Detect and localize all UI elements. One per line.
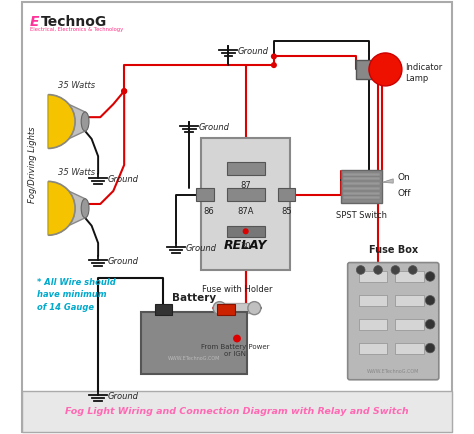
Text: TechnoG: TechnoG [41,15,107,29]
Bar [395,271,424,282]
Bar [218,304,235,315]
Text: On: On [398,173,410,181]
Circle shape [425,343,435,353]
Bar [227,162,265,175]
Text: Battery: Battery [172,293,216,303]
Bar [343,182,380,185]
Wedge shape [48,181,75,235]
Bar [278,188,295,201]
Text: 35 Watts: 35 Watts [58,82,95,90]
Bar [358,319,387,330]
Circle shape [121,88,127,94]
Text: Electrical, Electronics & Technology: Electrical, Electronics & Technology [29,27,123,32]
Bar [395,343,424,354]
Text: Ground: Ground [186,244,217,253]
Circle shape [271,62,277,68]
Bar [358,271,387,282]
Text: Ground: Ground [108,174,139,184]
Text: Fuse Box: Fuse Box [369,245,418,255]
Text: RELAY: RELAY [224,239,267,252]
Bar [219,303,255,313]
Bar [358,295,387,306]
FancyBboxPatch shape [22,391,452,432]
Text: Ground: Ground [199,122,230,132]
Text: 87A: 87A [237,207,254,216]
Text: Fuse with Holder: Fuse with Holder [202,285,272,294]
Bar [358,343,387,354]
Circle shape [213,302,226,315]
Polygon shape [48,95,85,148]
Bar [196,188,214,201]
Bar [395,295,424,306]
Bar [155,304,172,315]
Text: E: E [29,15,39,29]
FancyBboxPatch shape [347,263,439,380]
Text: Lamp: Lamp [405,75,428,83]
Bar [343,173,380,176]
Circle shape [356,266,365,274]
Text: Ground: Ground [238,46,269,56]
Text: Off: Off [398,189,411,197]
FancyBboxPatch shape [141,312,246,374]
Bar [227,188,265,201]
Bar [343,196,380,200]
Ellipse shape [81,199,89,218]
Bar [341,171,383,203]
Circle shape [425,296,435,305]
Bar [356,60,380,79]
Text: SPST Switch: SPST Switch [336,211,387,220]
Bar [343,187,380,190]
Text: 86: 86 [204,207,215,216]
Text: 85: 85 [281,207,292,216]
Text: 30: 30 [240,242,251,251]
Text: Ground: Ground [108,391,139,401]
Text: 35 Watts: 35 Watts [58,168,95,177]
Circle shape [425,319,435,329]
Text: Indicator: Indicator [405,63,443,72]
FancyBboxPatch shape [201,138,290,270]
Text: Fog Light Wiring and Connection Diagram with Relay and Switch: Fog Light Wiring and Connection Diagram … [65,407,409,416]
Wedge shape [48,95,75,148]
Bar [395,319,424,330]
Circle shape [425,272,435,281]
Bar [343,192,380,194]
Circle shape [409,266,417,274]
Circle shape [121,88,127,94]
Polygon shape [48,181,85,235]
Text: Fog/Driving Lights: Fog/Driving Lights [27,127,36,203]
Circle shape [233,335,241,342]
Text: WWW.ETechnoG.COM: WWW.ETechnoG.COM [167,355,220,361]
Text: WWW.ETechnoG.COM: WWW.ETechnoG.COM [367,368,419,374]
Text: From Battery Power
or IGN: From Battery Power or IGN [201,344,269,357]
Text: * All Wire should
have minimum
of 14 Gauge: * All Wire should have minimum of 14 Gau… [37,278,116,312]
Bar [227,226,265,237]
Circle shape [243,228,249,234]
Polygon shape [383,179,393,183]
Circle shape [374,266,383,274]
Text: Ground: Ground [108,257,139,266]
Circle shape [391,266,400,274]
Circle shape [369,53,402,86]
Circle shape [248,302,261,315]
Text: 87: 87 [240,181,251,190]
Ellipse shape [81,112,89,131]
Circle shape [271,53,277,59]
Bar [343,177,380,181]
